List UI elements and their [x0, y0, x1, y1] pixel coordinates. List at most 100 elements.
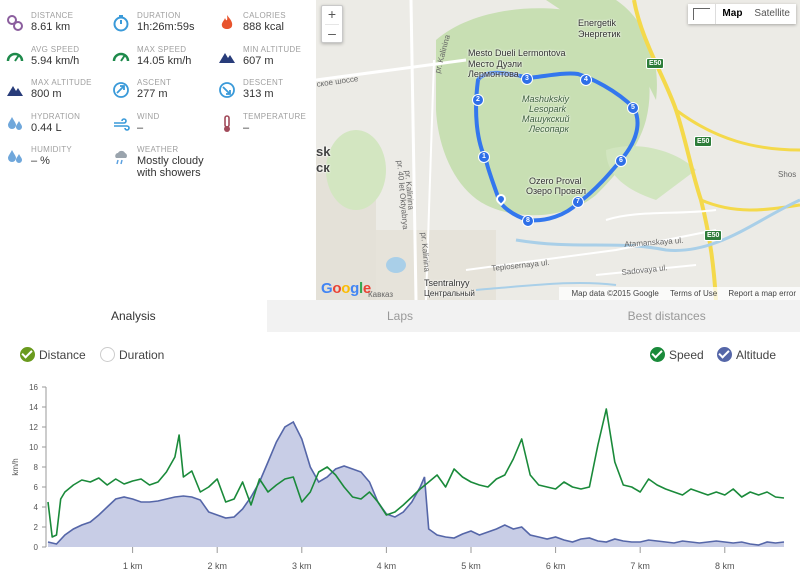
water-drops-icon	[8, 150, 22, 163]
stat-value: 607 m	[243, 54, 274, 67]
mountain-icon	[219, 52, 235, 63]
check-icon	[717, 347, 732, 362]
stat-label: ASCENT	[137, 78, 172, 87]
zoom-out-button[interactable]: –	[328, 25, 336, 41]
route-marker-2[interactable]: 2	[472, 94, 484, 106]
zoom-control[interactable]: + –	[321, 5, 343, 43]
distance-toggle[interactable]: Distance	[20, 347, 86, 362]
stat-weather: WEATHER Mostly cloudy with showers	[110, 144, 214, 179]
tab-best-distances[interactable]: Best distances	[533, 300, 800, 332]
route-marker-5[interactable]: 5	[627, 102, 639, 114]
map-label: sk	[316, 144, 331, 159]
stat-label: DESCENT	[243, 78, 284, 87]
map-background	[316, 0, 800, 300]
tab-analysis[interactable]: Analysis	[0, 300, 267, 332]
street-label: Shos	[778, 170, 797, 179]
cloud-rain-icon	[115, 150, 127, 165]
stat-value: Mostly cloudy with showers	[137, 155, 204, 179]
thermometer-icon	[224, 114, 230, 132]
route-marker-6[interactable]: 6	[615, 155, 627, 167]
stopwatch-icon	[113, 15, 129, 32]
stat-max-altitude: MAX ALTITUDE 800 m	[4, 77, 108, 109]
stat-label: HUMIDITY	[31, 145, 73, 154]
street-label: Кавказ	[368, 290, 394, 299]
stat-value: –	[243, 121, 250, 134]
speedometer-icon	[6, 52, 24, 62]
unchecked-circle-icon	[100, 347, 115, 362]
zoom-in-button[interactable]: +	[327, 6, 337, 22]
map-type-control[interactable]: Map Satellite	[688, 4, 796, 24]
water-drops-icon	[8, 116, 22, 130]
stat-temperature: TEMPERATURE –	[216, 111, 320, 143]
stat-value: 5.94 km/h	[31, 54, 80, 67]
flame-icon	[221, 15, 233, 29]
speedometer-icon	[112, 52, 130, 62]
stat-duration: DURATION 1h:26m:59s	[110, 10, 214, 42]
stats-panel: DISTANCE 8.61 km DURATION 1h:26m:59s CALORIE…	[0, 0, 316, 300]
speed-toggle[interactable]: Speed	[650, 347, 704, 362]
map-label: Mesto Dueli Lermontova	[468, 48, 566, 58]
y-tick-label: 6	[34, 483, 39, 492]
y-tick-label: 16	[29, 383, 38, 392]
map-footer: Map data ©2015 Google Terms of Use Repor…	[558, 287, 800, 300]
route-marker-3[interactable]: 3	[521, 73, 533, 85]
stat-min-altitude: MIN ALTITUDE 607 m	[216, 44, 320, 76]
distance-toggle-label: Distance	[39, 347, 86, 362]
map-type-satellite-button[interactable]: Satellite	[748, 4, 796, 24]
mountain-icon	[7, 86, 23, 96]
map-label: Центральный	[424, 289, 475, 298]
y-tick-label: 0	[34, 543, 39, 552]
stat-label: TEMPERATURE	[243, 111, 307, 121]
stat-distance: DISTANCE 8.61 km	[4, 10, 108, 42]
map-label: Energetik	[578, 18, 617, 28]
y-tick-label: 14	[29, 403, 38, 412]
map-data-credit: Map data ©2015 Google	[571, 289, 659, 298]
map-label: Лермонтова	[468, 69, 519, 79]
stat-value: 14.05 km/h	[137, 54, 192, 67]
stat-label: HYDRATION	[31, 111, 81, 121]
stat-humidity: HUMIDITY – %	[4, 144, 108, 176]
stat-label: MAX SPEED	[137, 44, 187, 54]
terms-link[interactable]: Terms of Use	[670, 289, 718, 298]
check-icon	[650, 347, 665, 362]
fullscreen-icon[interactable]	[688, 4, 717, 24]
map-label: Машукский	[522, 114, 570, 124]
speed-line	[47, 408, 785, 538]
stat-ascent: ASCENT 277 m	[110, 77, 214, 109]
route-marker-1[interactable]: 1	[478, 151, 490, 163]
route-marker-8[interactable]: 8	[522, 215, 534, 227]
stat-descent: DESCENT 313 m	[216, 77, 320, 109]
map-label: Tsentralnyy	[424, 278, 470, 288]
route-marker-7[interactable]: 7	[572, 196, 584, 208]
stat-label: DISTANCE	[31, 11, 74, 20]
map-type-map-button[interactable]: Map	[716, 4, 749, 24]
duration-toggle[interactable]: Duration	[100, 347, 164, 362]
ascent-icon	[113, 82, 129, 98]
report-error-link[interactable]: Report a map error	[728, 289, 796, 298]
highway-shield: E50	[704, 230, 723, 241]
stat-value: 277 m	[137, 88, 168, 100]
stat-calories: CALORIES 888 kcal	[216, 10, 320, 42]
altitude-area	[48, 422, 784, 547]
speed-altitude-chart[interactable]: 0 2 4 6 8 10 12 14 16 km/h 1 km 2 km 3 km 4 km 5 km 6 k…	[0, 375, 800, 588]
stat-label: CALORIES	[243, 11, 286, 20]
speed-toggle-label: Speed	[669, 347, 704, 362]
altitude-toggle[interactable]: Altitude	[717, 347, 776, 362]
altitude-toggle-label: Altitude	[736, 347, 777, 362]
y-tick-label: 2	[34, 523, 39, 532]
x-tick-label: 5 km	[461, 561, 481, 571]
x-tick-label: 7 km	[630, 561, 650, 571]
route-map[interactable]: 1 2 3 4 5 6 7 8 + – Map Satellite Energetik Эне…	[316, 0, 800, 300]
tab-laps[interactable]: Laps	[266, 300, 534, 332]
map-label: Энергетик	[578, 29, 621, 39]
map-pin-icon	[7, 15, 23, 31]
highway-shield: E50	[646, 58, 665, 69]
stat-max-speed: MAX SPEED 14.05 km/h	[110, 44, 214, 76]
wind-icon	[114, 117, 130, 131]
stat-value: 8.61 km	[31, 21, 71, 33]
route-marker-4[interactable]: 4	[580, 74, 592, 86]
y-tick-label: 4	[34, 503, 39, 512]
x-tick-label: 2 km	[207, 561, 227, 571]
stat-wind: WIND –	[110, 111, 214, 143]
stat-value: 313 m	[243, 88, 274, 100]
